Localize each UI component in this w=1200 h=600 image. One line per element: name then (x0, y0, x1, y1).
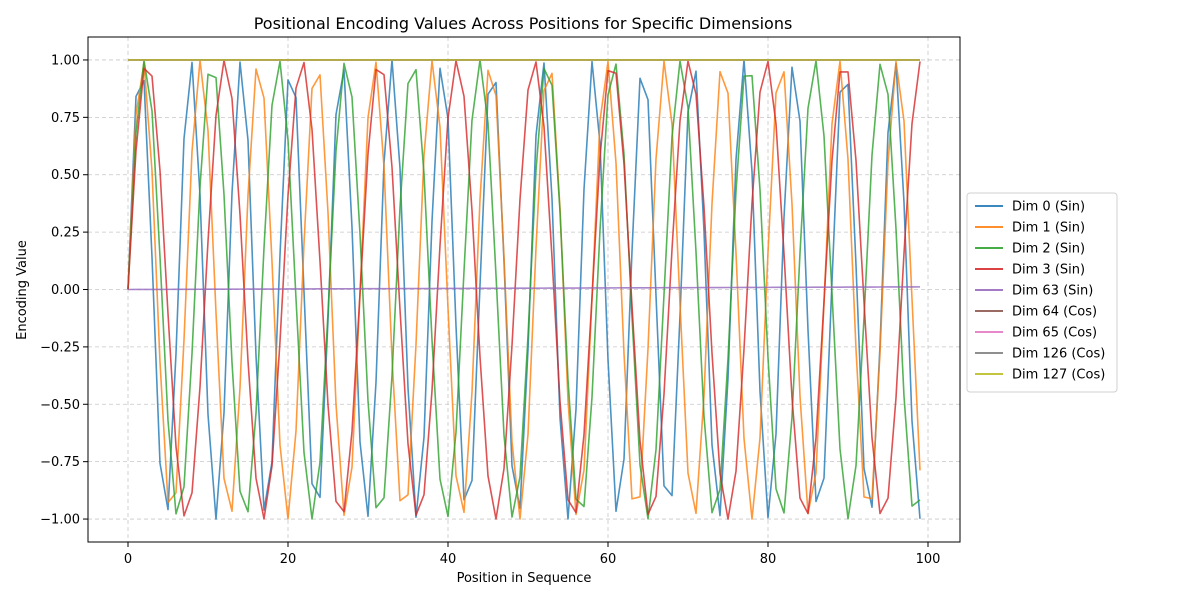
series-line-dim-2-sin (127, 59, 921, 520)
y-tick-label: 1.00 (51, 53, 80, 68)
legend-entry: Dim 0 (Sin) (1012, 200, 1085, 215)
x-tick-label: 40 (440, 552, 457, 567)
legend-entry: Dim 64 (Cos) (1012, 305, 1097, 320)
chart-title: Positional Encoding Values Across Positi… (254, 14, 793, 33)
y-tick-label: 0.75 (51, 111, 80, 126)
legend-entry: Dim 63 (Sin) (1012, 284, 1093, 299)
legend-entry: Dim 1 (Sin) (1012, 221, 1085, 236)
y-tick-label: −0.75 (40, 455, 80, 470)
y-tick-label: 0.00 (51, 283, 80, 298)
y-tick-label: 0.25 (51, 226, 80, 241)
y-tick-label: −0.25 (40, 340, 80, 355)
x-tick-label: 80 (760, 552, 777, 567)
axis-ticks: 0 20 40 60 80 100 −1.00 −0.75 −0.50 −0.25 0.00 0.25… (40, 53, 940, 567)
legend-entry: Dim 3 (Sin) (1012, 263, 1085, 278)
x-axis-label: Position in Sequence (457, 571, 592, 586)
y-tick-label: −1.00 (40, 513, 80, 528)
y-tick-label: −0.50 (40, 398, 80, 413)
y-axis-label: Encoding Value (15, 240, 30, 340)
legend-entry: Dim 127 (Cos) (1012, 368, 1105, 383)
x-tick-label: 60 (600, 552, 617, 567)
x-tick-label: 0 (124, 552, 132, 567)
y-tick-label: 0.50 (51, 168, 80, 183)
legend-entry: Dim 126 (Cos) (1012, 347, 1105, 362)
legend-entry: Dim 2 (Sin) (1012, 242, 1085, 257)
series-lines (127, 59, 921, 520)
legend-entry: Dim 65 (Cos) (1012, 326, 1097, 341)
series-line-dim-3-sin (127, 59, 921, 520)
x-tick-label: 100 (916, 552, 941, 567)
x-tick-label: 20 (280, 552, 297, 567)
legend-box (966, 192, 1118, 393)
legend: Dim 0 (Sin) Dim 1 (Sin) Dim 2 (Sin) Dim 3 (… (966, 192, 1118, 393)
series-line-dim-1-sin (127, 59, 921, 520)
series-line-dim-63-sin (127, 286, 921, 291)
